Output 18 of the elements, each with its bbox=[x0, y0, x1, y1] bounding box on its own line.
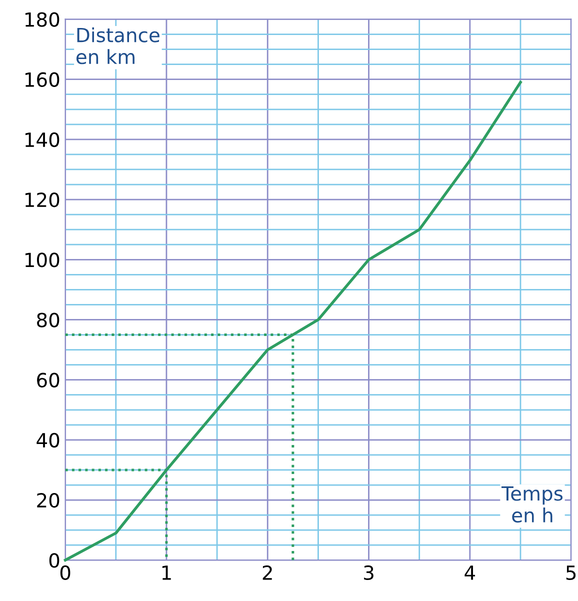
x-tick-label: 1 bbox=[162, 566, 171, 580]
y-axis-title: Distance en km bbox=[76, 27, 160, 64]
x-tick-label: 2 bbox=[262, 565, 272, 580]
x-tick-label: 3 bbox=[364, 565, 374, 580]
y-tick-label: 60 bbox=[37, 372, 60, 388]
y-tick-label: 120 bbox=[25, 192, 60, 208]
y-tick-label: 140 bbox=[25, 132, 60, 148]
y-tick-label: 0 bbox=[49, 553, 60, 568]
x-tick-label: 5 bbox=[566, 566, 576, 580]
x-tick-label: 0 bbox=[60, 565, 70, 580]
y-tick-label: 20 bbox=[37, 492, 60, 508]
x-tick-label: 4 bbox=[464, 566, 476, 580]
y-tick-label: 80 bbox=[37, 312, 60, 328]
y-tick-label: 180 bbox=[25, 12, 60, 27]
x-axis-title: Temps en h bbox=[501, 486, 563, 523]
y-tick-label: 40 bbox=[36, 432, 60, 448]
y-tick-label: 100 bbox=[25, 252, 60, 268]
y-tick-label: 160 bbox=[25, 72, 60, 87]
